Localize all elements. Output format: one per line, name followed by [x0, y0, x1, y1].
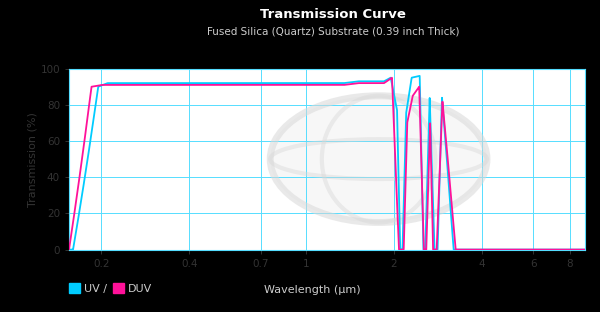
Y-axis label: Transmission (%): Transmission (%) — [28, 112, 38, 207]
Legend: UV /, DUV: UV /, DUV — [64, 279, 157, 298]
Text: Transmission Curve: Transmission Curve — [260, 8, 406, 21]
Ellipse shape — [270, 96, 487, 222]
Text: Wavelength (μm): Wavelength (μm) — [263, 285, 361, 295]
Text: Fused Silica (Quartz) Substrate (0.39 inch Thick): Fused Silica (Quartz) Substrate (0.39 in… — [207, 27, 459, 37]
